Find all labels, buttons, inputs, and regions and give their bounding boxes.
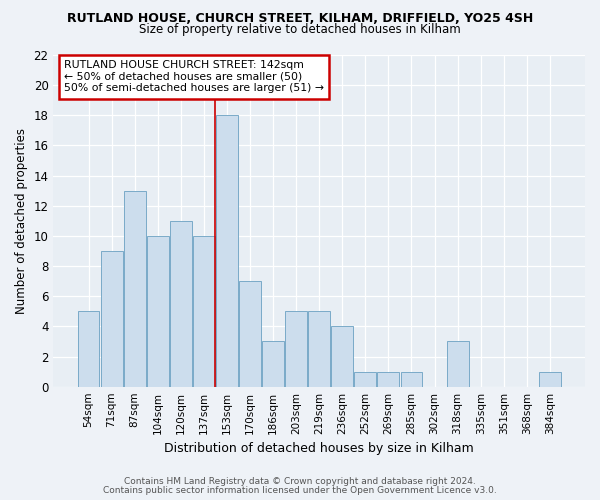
Bar	[355, 372, 376, 386]
Text: RUTLAND HOUSE, CHURCH STREET, KILHAM, DRIFFIELD, YO25 4SH: RUTLAND HOUSE, CHURCH STREET, KILHAM, DR…	[67, 12, 533, 26]
Bar	[539, 372, 561, 386]
Bar	[377, 372, 400, 386]
X-axis label: Distribution of detached houses by size in Kilham: Distribution of detached houses by size …	[164, 442, 474, 455]
Y-axis label: Number of detached properties: Number of detached properties	[15, 128, 28, 314]
Bar	[124, 190, 146, 386]
Bar	[331, 326, 353, 386]
Bar	[285, 312, 307, 386]
Bar	[239, 281, 261, 386]
Text: Contains public sector information licensed under the Open Government Licence v3: Contains public sector information licen…	[103, 486, 497, 495]
Bar	[262, 342, 284, 386]
Bar	[77, 312, 100, 386]
Bar	[147, 236, 169, 386]
Text: RUTLAND HOUSE CHURCH STREET: 142sqm
← 50% of detached houses are smaller (50)
50: RUTLAND HOUSE CHURCH STREET: 142sqm ← 50…	[64, 60, 324, 93]
Text: Size of property relative to detached houses in Kilham: Size of property relative to detached ho…	[139, 22, 461, 36]
Bar	[216, 116, 238, 386]
Bar	[193, 236, 215, 386]
Text: Contains HM Land Registry data © Crown copyright and database right 2024.: Contains HM Land Registry data © Crown c…	[124, 477, 476, 486]
Bar	[308, 312, 330, 386]
Bar	[446, 342, 469, 386]
Bar	[401, 372, 422, 386]
Bar	[101, 251, 122, 386]
Bar	[170, 221, 192, 386]
